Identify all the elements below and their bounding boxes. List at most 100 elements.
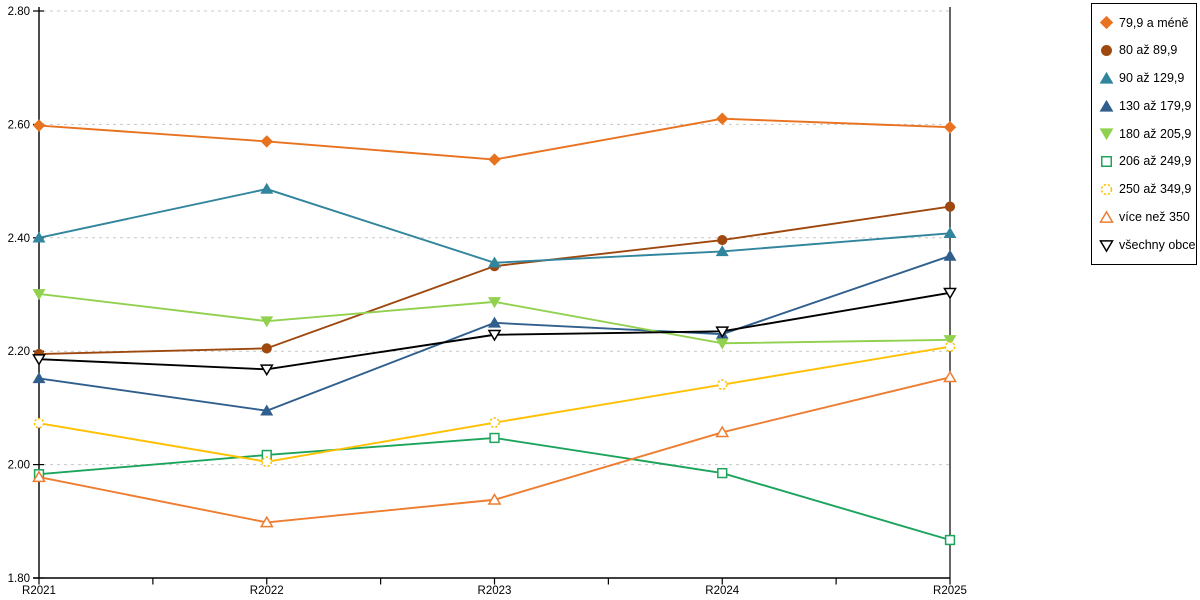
series-9 [32, 287, 957, 377]
data-point-marker [261, 343, 272, 354]
data-point-marker [715, 326, 730, 339]
triangle-up-legend-icon [1099, 99, 1114, 112]
y-tick-label: 2.40 [8, 233, 30, 245]
data-point-marker [944, 534, 956, 546]
triangle-up-legend-icon [1099, 210, 1114, 223]
legend-label: více než 350 [1119, 209, 1190, 224]
data-point-marker [489, 432, 500, 444]
legend-label: všechny obce [1119, 237, 1196, 252]
data-point-marker [487, 329, 502, 342]
series-3 [32, 182, 957, 268]
square-legend-icon [1100, 156, 1113, 168]
y-tick-label: 2.60 [8, 119, 30, 131]
data-point-marker [1099, 16, 1114, 30]
data-point-marker [716, 112, 729, 125]
data-point-marker [260, 182, 274, 194]
x-tick-label: R2023 [478, 585, 512, 597]
series-7 [33, 341, 956, 468]
data-point-marker [259, 515, 274, 528]
legend-item-8: více než 350 [1099, 210, 1194, 225]
data-point-marker [32, 119, 46, 132]
legend-item-4: 130 až 179,9 [1099, 99, 1194, 114]
data-point-marker [943, 227, 957, 239]
legend: 79,9 a méně 80 až 89,9 90 až 129,9 130 až 1… [1091, 3, 1197, 265]
legend-item-1: 79,9 a méně [1099, 15, 1194, 30]
data-point-marker [488, 297, 501, 309]
data-point-marker [1099, 128, 1114, 141]
circle-legend-icon [1101, 45, 1112, 57]
data-point-marker [943, 370, 957, 383]
series-8 [32, 370, 957, 528]
y-tick-label: 2.00 [8, 460, 30, 472]
data-point-marker [1099, 71, 1114, 84]
x-tick-label: R2024 [705, 585, 739, 597]
triangle-down-legend-icon [1099, 239, 1114, 253]
series-line [38, 436, 951, 541]
data-point-marker [260, 316, 274, 328]
data-point-marker [1100, 156, 1113, 168]
legend-item-7: 250 až 349,9 [1099, 182, 1194, 197]
data-point-marker [32, 231, 46, 243]
series-line [38, 345, 951, 463]
data-point-marker [32, 470, 46, 483]
x-tick-label: R2025 [933, 585, 967, 597]
legend-label: 80 až 89,9 [1119, 43, 1178, 58]
series-6 [33, 432, 956, 546]
diamond-legend-icon [1099, 16, 1114, 30]
x-tick-label: R2022 [250, 585, 284, 597]
legend-label: 206 až 249,9 [1119, 154, 1192, 169]
legend-label: 250 až 349,9 [1119, 182, 1192, 197]
legend-item-5: 180 až 205,9 [1099, 126, 1194, 141]
legend-label: 130 až 179,9 [1119, 98, 1192, 113]
y-tick-label: 2.20 [8, 346, 30, 358]
data-point-marker [715, 425, 730, 438]
legend-item-2: 80 až 89,9 [1099, 43, 1194, 58]
circle-legend-icon [1100, 183, 1113, 196]
data-point-marker [33, 417, 45, 429]
legend-label: 90 až 129,9 [1119, 71, 1185, 86]
data-point-marker [1099, 99, 1114, 112]
data-point-marker [261, 456, 273, 468]
data-point-marker [715, 245, 729, 257]
data-point-marker [488, 316, 501, 328]
data-point-marker [943, 287, 957, 300]
legend-item-3: 90 až 129,9 [1099, 71, 1194, 86]
data-point-marker [32, 289, 46, 301]
data-point-marker [944, 201, 956, 212]
legend-label: 79,9 a méně [1119, 15, 1189, 30]
data-point-marker [32, 372, 46, 384]
data-point-marker [1099, 239, 1114, 253]
data-point-marker [1101, 45, 1112, 57]
series-4 [32, 249, 957, 416]
data-point-marker [716, 379, 728, 391]
y-tick-label: 2.80 [8, 6, 30, 18]
data-point-marker [1099, 210, 1114, 223]
data-point-marker [487, 493, 502, 505]
legend-item-9: všechny obce [1099, 237, 1196, 253]
y-tick-label: 1.80 [8, 573, 30, 585]
data-point-marker [488, 153, 501, 166]
data-point-marker [943, 121, 957, 134]
data-point-marker [943, 335, 957, 347]
data-point-marker [488, 256, 501, 268]
series-5 [32, 289, 957, 350]
data-point-marker [260, 404, 274, 416]
data-point-marker [1100, 183, 1113, 196]
data-point-marker [717, 234, 728, 246]
data-point-marker [260, 135, 273, 148]
legend-item-6: 206 až 249,9 [1099, 154, 1194, 169]
data-point-marker [259, 364, 274, 377]
data-point-marker [32, 354, 46, 366]
data-point-marker [489, 417, 500, 428]
data-point-marker [717, 467, 728, 479]
x-tick-label: R2021 [22, 585, 56, 597]
legend-label: 180 až 205,9 [1119, 126, 1192, 141]
data-point-marker [944, 341, 956, 353]
triangle-up-legend-icon [1099, 71, 1114, 84]
data-point-marker [943, 249, 957, 261]
series-1 [32, 112, 957, 166]
triangle-down-legend-icon [1099, 128, 1114, 141]
data-point-marker [715, 338, 729, 350]
